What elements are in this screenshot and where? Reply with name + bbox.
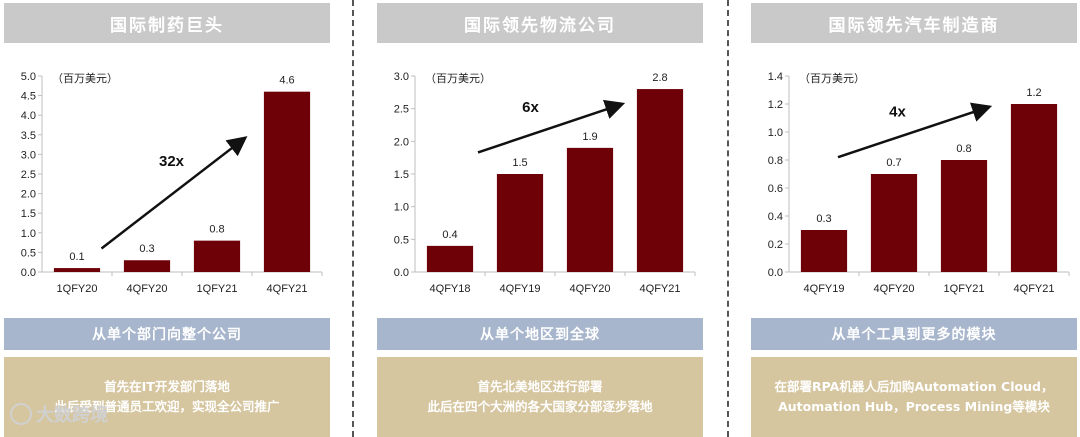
data-label: 0.4 — [442, 229, 457, 241]
unit-label: （百万美元） — [799, 72, 865, 85]
y-tick-label: 1.4 — [768, 71, 783, 83]
y-tick-label: 0.8 — [768, 155, 783, 167]
description-line: 在部署RPA机器人后加购Automation Cloud， — [774, 379, 1054, 394]
y-tick-label: 0.0 — [768, 267, 783, 279]
bar — [870, 174, 918, 272]
x-tick-label: 4QFY20 — [127, 283, 168, 295]
growth-label: 6x — [522, 99, 539, 116]
y-tick-label: 2.0 — [394, 136, 409, 148]
data-label: 0.7 — [886, 157, 901, 169]
y-tick-label: 1.0 — [394, 202, 409, 214]
panel-subtitle: 从单个工具到更多的模块 — [751, 318, 1077, 350]
panel-divider — [727, 0, 729, 437]
bar — [53, 268, 101, 272]
y-tick-label: 0.5 — [21, 247, 36, 259]
growth-arrow — [477, 99, 626, 154]
x-tick-label: 4QFY21 — [640, 283, 681, 295]
panel-subtitle: 从单个地区到全球 — [377, 318, 703, 350]
bar — [426, 245, 474, 272]
data-label: 1.9 — [582, 131, 597, 143]
data-label: 1.5 — [512, 157, 527, 169]
panel-divider — [352, 0, 354, 437]
y-tick-label: 1.0 — [768, 127, 783, 139]
x-tick-label: 4QFY20 — [874, 283, 915, 295]
growth-arrow — [837, 102, 993, 159]
bar — [123, 260, 171, 272]
bar — [566, 147, 614, 272]
y-tick-label: 5.0 — [21, 71, 36, 83]
bar — [193, 240, 241, 272]
data-label: 2.8 — [652, 72, 667, 84]
panel-logistics: 国际领先物流公司 0.0 0.5 1.0 1.5 2.0 2.5 3.0 （百万美元） 0.4 4… — [377, 0, 703, 437]
data-label: 0.1 — [69, 251, 84, 263]
data-label: 0.3 — [816, 213, 831, 225]
growth-label: 32x — [159, 153, 185, 170]
panel-title: 国际领先物流公司 — [377, 3, 703, 43]
y-tick-label: 4.0 — [21, 110, 36, 122]
panel-subtitle: 从单个部门向整个公司 — [4, 318, 330, 350]
y-tick-label: 2.5 — [394, 104, 409, 116]
description-line: 首先北美地区进行部署 — [477, 379, 603, 394]
panel-pharma: 国际制药巨头 0.0 0.5 1.0 1.5 2.0 2.5 3.0 3.5 4.0 4.5 5.0… — [4, 0, 330, 437]
bar-chart-automaker: 0.0 0.2 0.4 0.6 0.8 1.0 1.2 1.4 （百万美元） 0.3 4QFY19 0… — [768, 71, 1070, 295]
panel-description: 首先在IT开发部门落地 此后受到普通员工欢迎，实现全公司推广 — [4, 357, 330, 437]
bar-chart-logistics: 0.0 0.5 1.0 1.5 2.0 2.5 3.0 （百万美元） 0.4 4QFY18 1.5 4… — [394, 71, 696, 295]
x-tick-label: 4QFY19 — [500, 283, 541, 295]
watermark: 大数跨境 — [10, 401, 108, 427]
panel-title: 国际制药巨头 — [4, 3, 330, 43]
y-tick-label: 0.2 — [768, 239, 783, 251]
y-tick-label: 2.5 — [21, 169, 36, 181]
panel-title: 国际领先汽车制造商 — [751, 3, 1077, 43]
panel-description: 首先北美地区进行部署 此后在四个大洲的各大国家分部逐步落地 — [377, 357, 703, 437]
panel-description: 在部署RPA机器人后加购Automation Cloud， Automation… — [751, 357, 1077, 437]
data-label: 0.8 — [956, 143, 971, 155]
x-tick-label: 1QFY20 — [57, 283, 98, 295]
data-label: 1.2 — [1026, 87, 1041, 99]
description-line: 此后受到普通员工欢迎，实现全公司推广 — [54, 399, 280, 414]
bar — [263, 91, 311, 273]
y-tick-label: 1.5 — [394, 169, 409, 181]
growth-label: 4x — [889, 104, 906, 121]
bar — [800, 230, 848, 272]
data-label: 0.8 — [209, 224, 224, 236]
y-tick-label: 0.4 — [768, 211, 783, 223]
description-line: Automation Hub，Process Mining等模块 — [778, 399, 1050, 414]
y-tick-label: 0.5 — [394, 234, 409, 246]
x-tick-label: 4QFY21 — [267, 283, 308, 295]
x-tick-label: 4QFY21 — [1014, 283, 1055, 295]
description-line: 此后在四个大洲的各大国家分部逐步落地 — [427, 399, 653, 414]
watermark-logo-icon — [10, 403, 32, 425]
x-tick-label: 4QFY18 — [430, 283, 471, 295]
panel-automaker: 国际领先汽车制造商 0.0 0.2 0.4 0.6 0.8 1.0 1.2 1.4 （百万美元）… — [751, 0, 1077, 437]
bar — [636, 89, 684, 272]
y-tick-label: 3.0 — [21, 149, 36, 161]
bar — [496, 174, 544, 272]
x-tick-label: 1QFY21 — [197, 283, 238, 295]
bar — [940, 160, 988, 272]
bar — [1010, 104, 1058, 272]
x-tick-label: 1QFY21 — [944, 283, 985, 295]
y-tick-label: 0.0 — [394, 267, 409, 279]
y-tick-label: 1.0 — [21, 228, 36, 240]
description-line: 首先在IT开发部门落地 — [104, 379, 230, 394]
y-tick-label: 3.5 — [21, 130, 36, 142]
watermark-text: 大数跨境 — [36, 405, 108, 426]
growth-arrow — [100, 136, 248, 250]
y-tick-label: 0.0 — [21, 267, 36, 279]
bar-chart-pharma: 0.0 0.5 1.0 1.5 2.0 2.5 3.0 3.5 4.0 4.5 5.0 （百万美元） 0… — [21, 71, 323, 295]
unit-label: （百万美元） — [425, 72, 491, 85]
y-tick-label: 4.5 — [21, 91, 36, 103]
data-label: 0.3 — [139, 243, 154, 255]
x-tick-label: 4QFY19 — [804, 283, 845, 295]
y-tick-label: 0.6 — [768, 183, 783, 195]
y-tick-label: 1.2 — [768, 99, 783, 111]
y-tick-label: 1.5 — [21, 208, 36, 220]
y-tick-label: 3.0 — [394, 71, 409, 83]
x-tick-label: 4QFY20 — [570, 283, 611, 295]
y-tick-label: 2.0 — [21, 189, 36, 201]
data-label: 4.6 — [279, 75, 294, 87]
unit-label: （百万美元） — [52, 72, 118, 85]
